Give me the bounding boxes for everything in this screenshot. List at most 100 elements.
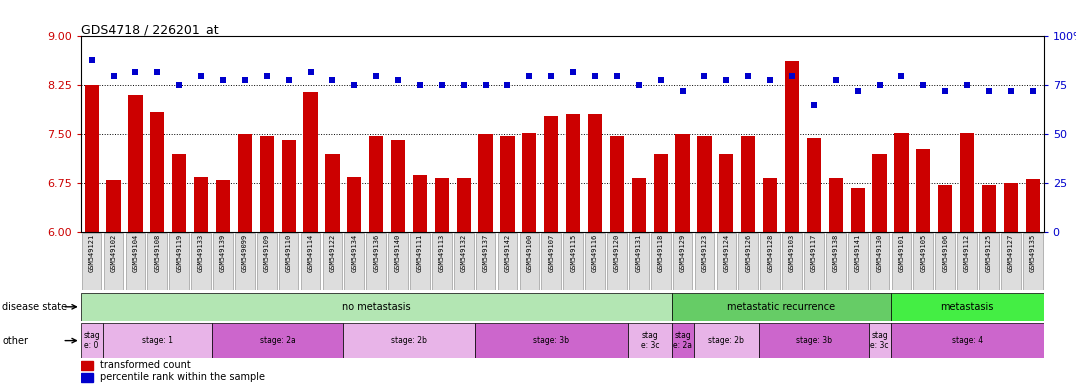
- FancyBboxPatch shape: [892, 233, 911, 290]
- Text: GSM549099: GSM549099: [242, 234, 247, 273]
- Text: other: other: [2, 336, 28, 346]
- FancyBboxPatch shape: [212, 323, 343, 358]
- Bar: [151, 112, 165, 232]
- Point: [148, 69, 166, 75]
- FancyBboxPatch shape: [520, 233, 539, 290]
- Bar: [850, 188, 865, 232]
- Text: GSM549129: GSM549129: [680, 234, 685, 273]
- Text: GSM549124: GSM549124: [723, 234, 730, 273]
- FancyBboxPatch shape: [671, 293, 891, 321]
- Point: [959, 83, 976, 89]
- Bar: [544, 116, 558, 232]
- Text: disease state: disease state: [2, 302, 68, 312]
- Text: GSM549112: GSM549112: [964, 234, 971, 273]
- Text: GSM549106: GSM549106: [943, 234, 948, 273]
- Bar: [1004, 184, 1018, 232]
- Text: GSM549121: GSM549121: [88, 234, 95, 273]
- FancyBboxPatch shape: [192, 233, 211, 290]
- Bar: [763, 178, 777, 232]
- Point: [302, 69, 320, 75]
- Bar: [479, 134, 493, 232]
- Text: GSM549102: GSM549102: [111, 234, 116, 273]
- FancyBboxPatch shape: [257, 233, 277, 290]
- Text: GSM549105: GSM549105: [920, 234, 926, 273]
- Bar: [391, 140, 406, 232]
- Text: stag
e: 2a: stag e: 2a: [674, 331, 692, 350]
- Bar: [259, 136, 274, 232]
- FancyBboxPatch shape: [410, 233, 429, 290]
- Text: no metastasis: no metastasis: [342, 302, 410, 312]
- Point: [915, 83, 932, 89]
- FancyBboxPatch shape: [958, 233, 977, 290]
- Text: GSM549133: GSM549133: [198, 234, 204, 273]
- Text: GSM549140: GSM549140: [395, 234, 401, 273]
- Text: GSM549135: GSM549135: [1030, 234, 1036, 273]
- Text: GSM549110: GSM549110: [285, 234, 292, 273]
- Text: GSM549107: GSM549107: [549, 234, 554, 273]
- Text: GSM549125: GSM549125: [986, 234, 992, 273]
- Point: [608, 73, 625, 79]
- FancyBboxPatch shape: [695, 233, 714, 290]
- Text: stage: 3b: stage: 3b: [534, 336, 569, 345]
- FancyBboxPatch shape: [935, 233, 955, 290]
- Text: stage: 1: stage: 1: [142, 336, 173, 345]
- FancyBboxPatch shape: [629, 233, 649, 290]
- Text: GSM549104: GSM549104: [132, 234, 139, 273]
- Point: [324, 76, 341, 83]
- FancyBboxPatch shape: [102, 323, 212, 358]
- Bar: [566, 114, 580, 232]
- Text: GSM549128: GSM549128: [767, 234, 774, 273]
- FancyBboxPatch shape: [497, 233, 518, 290]
- FancyBboxPatch shape: [1001, 233, 1021, 290]
- Point: [805, 102, 822, 108]
- FancyBboxPatch shape: [891, 323, 1044, 358]
- FancyBboxPatch shape: [868, 323, 891, 358]
- Text: stag
e: 3c: stag e: 3c: [870, 331, 889, 350]
- Bar: [894, 133, 908, 232]
- Point: [870, 83, 888, 89]
- Text: GSM549142: GSM549142: [505, 234, 510, 273]
- Bar: [81, 361, 93, 369]
- Point: [368, 73, 385, 79]
- Text: GSM549131: GSM549131: [636, 234, 641, 273]
- Text: transformed count: transformed count: [100, 360, 190, 370]
- FancyBboxPatch shape: [671, 323, 694, 358]
- Bar: [784, 61, 799, 232]
- Bar: [960, 133, 974, 232]
- Point: [237, 76, 254, 83]
- Bar: [719, 154, 734, 232]
- Text: GSM549100: GSM549100: [526, 234, 533, 273]
- Bar: [610, 136, 624, 232]
- FancyBboxPatch shape: [628, 323, 671, 358]
- FancyBboxPatch shape: [366, 233, 386, 290]
- Bar: [81, 373, 93, 382]
- FancyBboxPatch shape: [914, 233, 933, 290]
- Bar: [238, 134, 252, 232]
- Text: GSM549123: GSM549123: [702, 234, 708, 273]
- FancyBboxPatch shape: [761, 233, 780, 290]
- Point: [980, 88, 997, 94]
- FancyBboxPatch shape: [738, 233, 759, 290]
- Bar: [522, 133, 537, 232]
- FancyBboxPatch shape: [476, 233, 495, 290]
- Text: GSM549141: GSM549141: [854, 234, 861, 273]
- FancyBboxPatch shape: [869, 233, 890, 290]
- Bar: [413, 175, 427, 232]
- Point: [586, 73, 604, 79]
- FancyBboxPatch shape: [979, 233, 999, 290]
- Text: stag
e: 3c: stag e: 3c: [640, 331, 659, 350]
- Text: GSM549117: GSM549117: [811, 234, 817, 273]
- Text: GSM549127: GSM549127: [1008, 234, 1014, 273]
- Text: GSM549114: GSM549114: [308, 234, 313, 273]
- Point: [718, 76, 735, 83]
- Bar: [369, 136, 383, 232]
- FancyBboxPatch shape: [235, 233, 255, 290]
- Bar: [456, 178, 471, 232]
- Point: [1002, 88, 1019, 94]
- Bar: [829, 178, 843, 232]
- Bar: [107, 180, 121, 232]
- FancyBboxPatch shape: [103, 233, 124, 290]
- Point: [936, 88, 953, 94]
- FancyBboxPatch shape: [454, 233, 473, 290]
- Point: [652, 76, 669, 83]
